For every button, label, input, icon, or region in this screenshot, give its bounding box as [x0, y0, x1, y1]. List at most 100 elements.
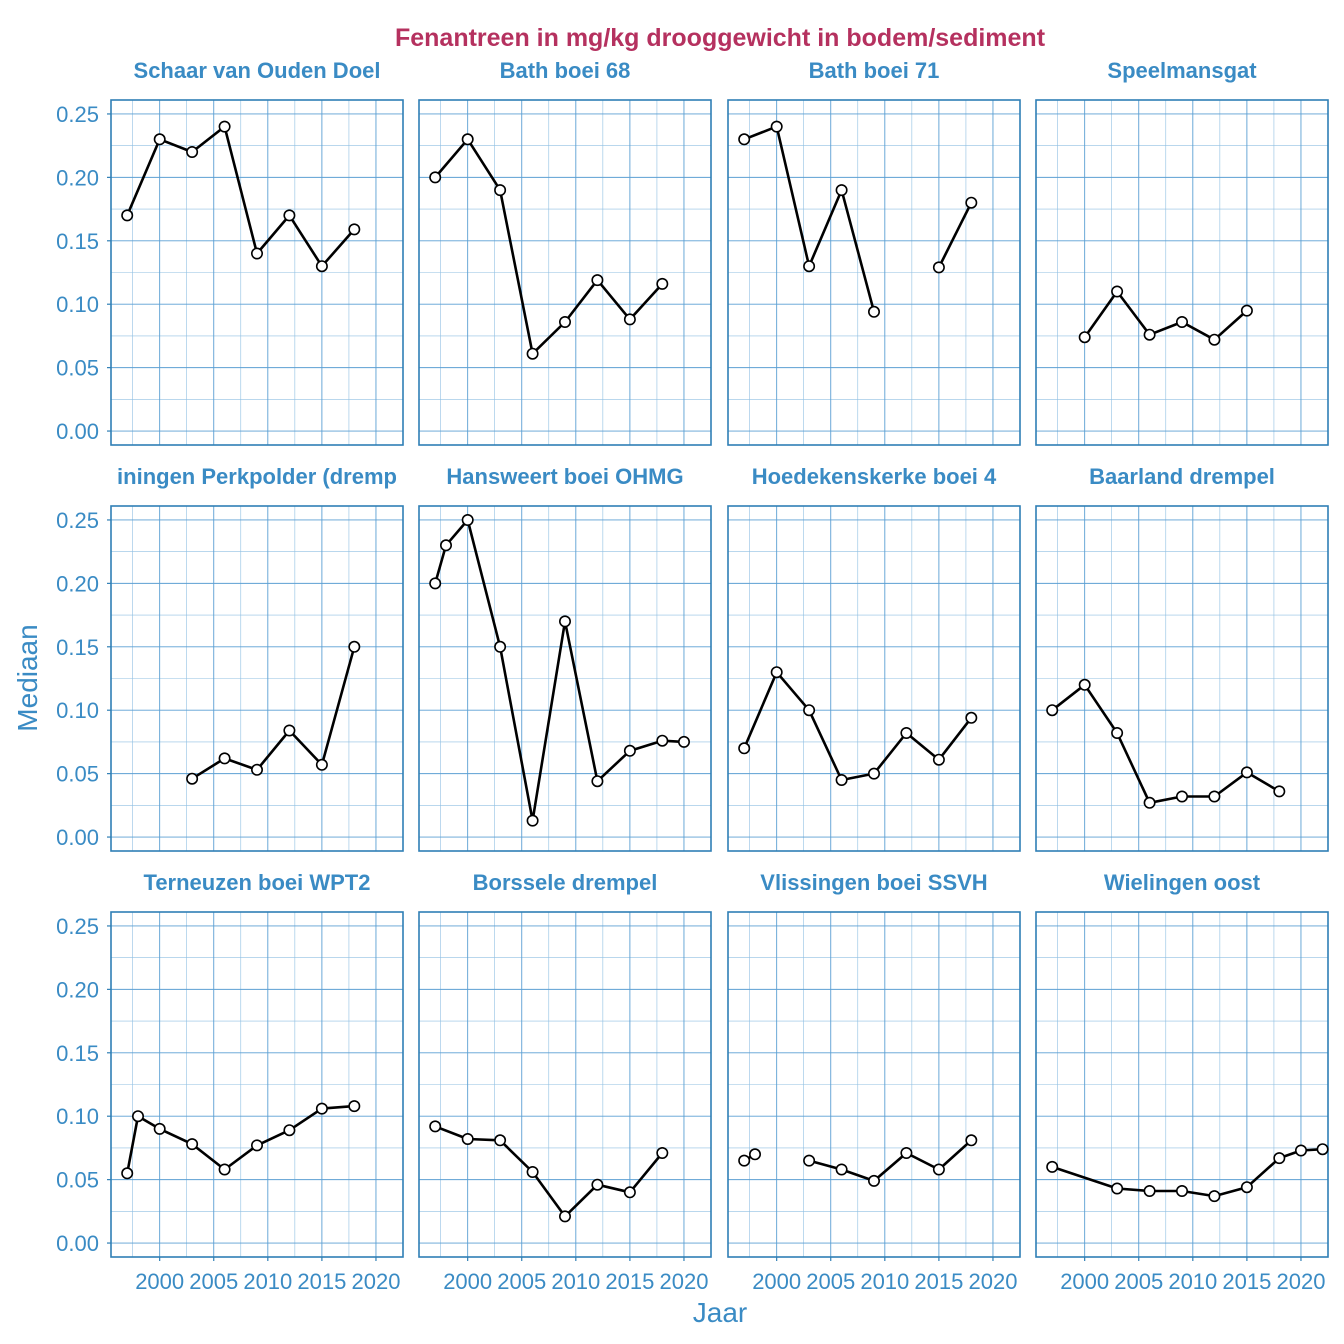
series-line	[743, 125, 876, 313]
data-point	[251, 1139, 264, 1152]
series-line	[191, 646, 356, 780]
y-tick-label: 0.10	[56, 1104, 99, 1129]
data-point	[1046, 704, 1059, 717]
panel-border	[418, 911, 712, 1258]
data-point	[251, 763, 264, 776]
y-tick-label: 0.15	[56, 635, 99, 660]
data-point	[1240, 766, 1253, 779]
data-point	[932, 753, 945, 766]
panel: Speelmansgat	[1035, 60, 1329, 446]
data-point	[900, 726, 913, 739]
panel-title: Hoedekenskerke boei 4	[752, 464, 997, 489]
panel-border	[727, 911, 1021, 1258]
data-point	[283, 1124, 296, 1137]
x-tick-label: 2010	[551, 1269, 600, 1294]
data-point	[1273, 785, 1286, 798]
y-tick-label: 0.15	[56, 229, 99, 254]
data-point	[1316, 1143, 1329, 1156]
data-point	[900, 1147, 913, 1160]
data-point	[1273, 1152, 1286, 1165]
data-point	[738, 1154, 751, 1167]
panel-title: Hansweert boei OHMG	[446, 464, 683, 489]
x-tick-label: 2015	[297, 1269, 346, 1294]
data-point	[1143, 1185, 1156, 1198]
y-tick-label: 0.25	[56, 102, 99, 127]
data-point	[186, 146, 199, 159]
data-point	[251, 247, 264, 260]
data-point	[461, 513, 474, 526]
data-point	[429, 1120, 442, 1133]
data-point	[283, 209, 296, 222]
series-line	[937, 202, 973, 268]
data-point	[1208, 790, 1221, 803]
data-point	[1176, 790, 1189, 803]
data-point	[835, 1163, 848, 1176]
x-tick-label: 2015	[1222, 1269, 1271, 1294]
panel-border	[418, 505, 712, 852]
x-tick-label: 2000	[443, 1269, 492, 1294]
panel-border	[110, 911, 404, 1258]
panel-border	[110, 505, 404, 852]
data-point	[348, 1100, 361, 1113]
data-point	[348, 640, 361, 653]
data-point	[1176, 1185, 1189, 1198]
panel: Wielingen oost 2000 2005 2010 2015 2020	[1035, 870, 1329, 1294]
series-line	[1083, 290, 1248, 341]
data-point	[526, 814, 539, 827]
panel: Hansweert boei OHMG	[418, 464, 712, 852]
data-point	[867, 767, 880, 780]
panel-border	[1035, 505, 1329, 852]
x-tick-label: 2005	[806, 1269, 855, 1294]
data-point	[1046, 1160, 1059, 1173]
data-point	[1111, 285, 1124, 298]
y-tick-label: 0.20	[56, 165, 99, 190]
panels-layer: Schaar van Ouden Doel 0.00 0.05 0.10 0.15 0.2…	[56, 60, 1329, 1294]
data-point	[835, 184, 848, 197]
y-tick-label: 0.20	[56, 977, 99, 1002]
data-point	[153, 1122, 166, 1135]
data-point	[494, 1134, 507, 1147]
data-point	[1111, 1182, 1124, 1195]
panel: iningen Perkpolder (dremp 0.00 0.05 0.10 0.1…	[56, 466, 404, 852]
panel: Terneuzen boei WPT2 0.00 0.05 0.10 0.15 0.20 0…	[56, 872, 404, 1294]
data-point	[932, 1163, 945, 1176]
data-point	[1295, 1144, 1308, 1157]
data-point	[439, 539, 452, 552]
y-tick-label: 0.00	[56, 825, 99, 850]
data-point	[1111, 726, 1124, 739]
data-point	[1143, 796, 1156, 809]
panel-border	[1035, 99, 1329, 446]
data-point	[526, 1166, 539, 1179]
x-tick-label: 2015	[605, 1269, 654, 1294]
data-point	[591, 274, 604, 287]
x-tick-label: 2020	[968, 1269, 1017, 1294]
data-point	[121, 1167, 134, 1180]
data-point	[1208, 333, 1221, 346]
data-point	[494, 640, 507, 653]
data-point	[283, 724, 296, 737]
y-tick-label: 0.20	[56, 571, 99, 596]
x-tick-label: 2005	[189, 1269, 238, 1294]
data-point	[348, 223, 361, 236]
data-point	[591, 1178, 604, 1191]
panel-border	[727, 99, 1021, 446]
chart-title: Fenantreen in mg/kg drooggewicht in bode…	[395, 24, 1046, 52]
x-tick-label: 2000	[752, 1269, 801, 1294]
data-point	[153, 133, 166, 146]
x-tick-label: 2005	[497, 1269, 546, 1294]
data-point	[315, 1102, 328, 1115]
data-point	[1240, 1181, 1253, 1194]
data-point	[623, 744, 636, 757]
data-point	[965, 196, 978, 209]
x-tick-label: 2020	[659, 1269, 708, 1294]
panel-title: Borssele drempel	[473, 870, 658, 895]
data-point	[218, 752, 231, 765]
panel-title: Wielingen oost	[1104, 870, 1261, 895]
y-tick-label: 0.05	[56, 356, 99, 381]
data-point	[835, 773, 848, 786]
series-line	[808, 1139, 973, 1183]
data-point	[803, 1154, 816, 1167]
data-point	[461, 133, 474, 146]
data-point	[738, 133, 751, 146]
